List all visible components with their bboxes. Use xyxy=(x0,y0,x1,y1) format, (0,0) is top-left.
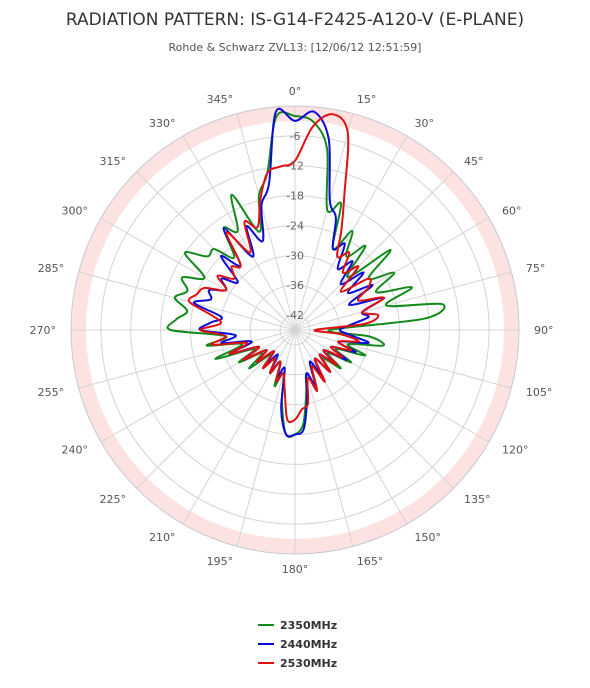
grid-spoke xyxy=(294,271,512,331)
grid-spoke xyxy=(294,329,490,443)
grid-spoke xyxy=(294,329,408,525)
grid-spoke xyxy=(236,113,296,331)
grid-spoke xyxy=(294,329,454,489)
grid-spoke xyxy=(182,329,296,525)
radial-tick-label: -18 xyxy=(286,190,304,203)
angle-tick-label: 105° xyxy=(526,386,553,399)
grid-spoke xyxy=(136,329,296,489)
radial-tick-labels: -42 -36 -30 -24 -18 -12 -6 xyxy=(286,130,304,322)
grid-spoke xyxy=(294,113,354,331)
angle-tick-label: 0° xyxy=(289,85,302,98)
chart-title: RADIATION PATTERN: IS-G14-F2425-A120-V (… xyxy=(66,10,524,30)
angle-tick-label: 90° xyxy=(534,324,554,337)
angle-tick-label: 285° xyxy=(38,262,65,275)
angle-tick-label: 15° xyxy=(357,93,377,106)
legend-item-label[interactable]: 2440MHz xyxy=(280,638,337,651)
series-line-2530MHz xyxy=(187,113,385,424)
radial-tick-label: -30 xyxy=(286,249,304,262)
series-layer xyxy=(166,107,446,438)
grid-spoke xyxy=(100,329,296,443)
angle-tick-label: 210° xyxy=(149,531,176,544)
angle-tick-label: 30° xyxy=(415,117,435,130)
grid-spoke xyxy=(78,271,296,331)
radial-tick-label: -36 xyxy=(286,279,304,292)
angle-tick-label: 75° xyxy=(526,262,546,275)
grid-spoke xyxy=(294,329,512,389)
radial-tick-label: -12 xyxy=(286,160,304,173)
angle-tick-label: 120° xyxy=(502,444,529,457)
grid-spoke xyxy=(236,329,296,547)
angle-tick-label: 150° xyxy=(415,531,442,544)
angle-tick-label: 225° xyxy=(100,493,127,506)
angular-grid xyxy=(71,106,519,554)
angular-tick-labels: 0° 15° 30° 45° 60° 75° 90° 105° 120° 135° 150° 165°… xyxy=(30,85,554,576)
angle-tick-label: 330° xyxy=(149,117,176,130)
angle-tick-label: 195° xyxy=(207,555,234,568)
angle-tick-label: 45° xyxy=(464,155,484,168)
legend-item-label[interactable]: 2530MHz xyxy=(280,657,337,670)
angle-tick-label: 300° xyxy=(62,205,89,218)
angle-tick-label: 60° xyxy=(502,205,522,218)
radial-tick-label: -6 xyxy=(290,130,301,143)
grid-spoke xyxy=(294,329,354,547)
angle-tick-label: 165° xyxy=(357,555,384,568)
angle-tick-label: 180° xyxy=(282,563,309,576)
angle-tick-label: 345° xyxy=(207,93,234,106)
angle-tick-label: 240° xyxy=(62,444,89,457)
radial-tick-label: -42 xyxy=(286,309,304,322)
grid-spoke xyxy=(294,135,408,331)
angle-tick-label: 270° xyxy=(30,324,57,337)
chart-subtitle: Rohde & Schwarz ZVL13: [12/06/12 12:51:5… xyxy=(169,41,422,54)
legend: 2350MHz 2440MHz 2530MHz xyxy=(258,619,337,670)
angle-tick-label: 255° xyxy=(38,386,65,399)
grid-spoke xyxy=(182,135,296,331)
grid-spoke xyxy=(294,171,454,331)
angle-tick-label: 135° xyxy=(464,493,491,506)
radial-tick-label: -24 xyxy=(286,220,304,233)
angle-tick-label: 315° xyxy=(100,155,127,168)
grid-spoke xyxy=(78,329,296,389)
grid-spoke xyxy=(294,217,490,331)
grid-spoke xyxy=(100,217,296,331)
legend-item-label[interactable]: 2350MHz xyxy=(280,619,337,632)
outer-ring xyxy=(70,105,520,555)
grid-spoke xyxy=(136,171,296,331)
